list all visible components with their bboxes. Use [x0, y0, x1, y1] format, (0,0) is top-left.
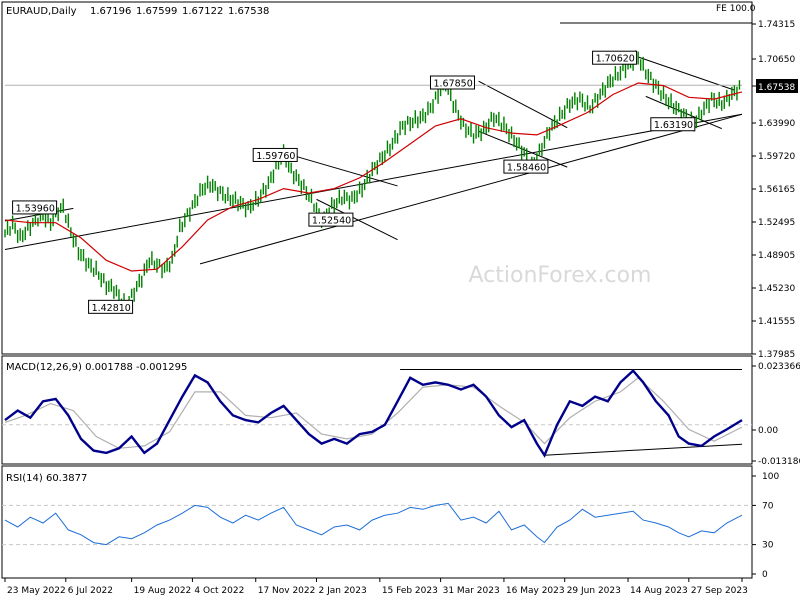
fib-label: FE 100.0 [716, 4, 756, 14]
rsi-panel-frame [1, 465, 753, 579]
price-annotation-box [88, 299, 134, 314]
price-y-tick-label: 1.74315 [758, 20, 795, 30]
price-annotation-label: 1.67850 [433, 79, 472, 90]
price-annotation-label: 1.52540 [312, 216, 351, 227]
left-upper-line [4, 207, 74, 222]
ohlc-close: 1.67538 [228, 6, 269, 17]
rsi-y-tick-label: 0 [762, 570, 768, 580]
axis-layer: 1.74315 1.70650 1.67538 1.63990 1.59720 1.561… [4, 20, 800, 596]
ohlc-high: 1.67599 [136, 6, 177, 17]
x-tick-label: 16 May 2023 [506, 586, 565, 596]
x-tick-label: 29 Jun 2023 [567, 586, 621, 596]
x-tick-label: 23 May 2022 [7, 586, 66, 596]
rsi-y-tick-label: 70 [762, 501, 774, 511]
price-annotation-label: 1.58460 [507, 163, 546, 174]
price-annotation-box [650, 117, 696, 132]
price-annotation-box [429, 75, 475, 90]
symbol-label: EURAUD,Daily [6, 6, 77, 17]
price-annotation-box [592, 50, 638, 65]
lower-support-line [199, 113, 743, 265]
price-annotation-label: 1.53960 [16, 203, 55, 214]
rsi-line [4, 502, 743, 546]
price-annotation-label: 1.59760 [256, 151, 295, 162]
current-price-box [756, 79, 798, 93]
x-tick-label: 6 Jul 2022 [68, 586, 113, 596]
price-annotation-box [12, 200, 58, 215]
x-tick-label: 27 Sep 2023 [691, 586, 748, 596]
macd-y-tick-label: 0.00 [758, 426, 778, 436]
macd-panel-frame [1, 355, 753, 465]
price-annotation-label: 1.70620 [596, 54, 635, 65]
x-tick-label: 15 Feb 2023 [382, 586, 438, 596]
lower-channel-line [4, 113, 743, 251]
channel-upper-1 [283, 152, 398, 187]
price-annotation-label: 1.63190 [654, 120, 693, 131]
price-annotation-label: 1.42810 [92, 303, 131, 314]
current-price-label: 1.67538 [758, 83, 795, 93]
price-annotation-box [503, 159, 549, 174]
channel-upper-2 [478, 80, 568, 129]
price-y-tick-label: 1.41555 [758, 317, 795, 327]
annotation-layer: 1.53960 1.42810 1.59760 1.52540 1.67850 1.584… [12, 50, 696, 314]
x-tick-label: 31 Mar 2023 [443, 586, 500, 596]
x-tick-label: 19 Aug 2022 [134, 586, 192, 596]
x-tick-label: 17 Nov 2022 [258, 586, 316, 596]
ohlc-low: 1.67122 [182, 6, 223, 17]
channel-upper-3 [637, 56, 735, 91]
moving-average-line [4, 82, 743, 272]
price-y-tick-label: 1.48905 [758, 251, 795, 261]
channel-lower-2 [478, 130, 568, 168]
x-tick-label: 14 Aug 2023 [630, 586, 688, 596]
rsi-label: RSI(14) 60.3877 [6, 473, 87, 484]
macd-y-tick-label: 0.023366 [758, 362, 800, 372]
channel-lower-1 [316, 198, 398, 241]
ohlc-open: 1.67196 [90, 6, 131, 17]
macd-bottom-line [544, 443, 743, 456]
grid-layer [2, 424, 752, 546]
price-y-tick-label: 1.37985 [758, 350, 795, 360]
price-y-tick-label: 1.45230 [758, 284, 795, 294]
price-y-tick-label: 1.70650 [758, 55, 795, 65]
watermark: ActionForex.com [469, 263, 652, 288]
rsi-y-tick-label: 100 [762, 472, 779, 482]
macd-label: MACD(12,26,9) 0.001788 -0.001295 [6, 362, 187, 373]
price-y-tick-label: 1.63990 [758, 119, 795, 129]
price-y-tick-label: 1.56165 [758, 185, 795, 195]
price-annotation-box [252, 147, 298, 162]
macd-y-tick-label: -0.013186 [758, 457, 800, 467]
trendline-layer [4, 22, 752, 456]
rsi-y-tick-label: 30 [762, 541, 774, 551]
macd-line [4, 368, 743, 458]
price-y-tick-label: 1.59720 [758, 152, 795, 162]
price-annotation-box [308, 212, 354, 227]
x-tick-label: 2 Jan 2023 [319, 586, 367, 596]
x-tick-label: 4 Oct 2022 [194, 586, 244, 596]
price-y-tick-label: 1.52495 [758, 218, 795, 228]
